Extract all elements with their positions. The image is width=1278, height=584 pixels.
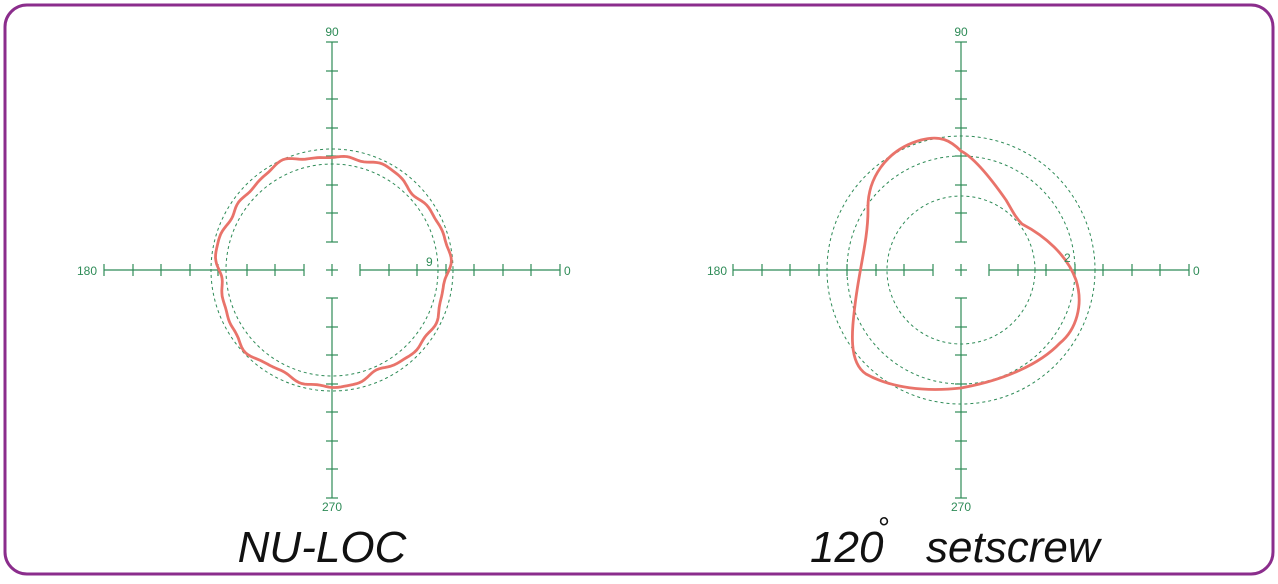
reference-ring-outer	[826, 135, 1096, 405]
label-270: 270	[951, 500, 971, 514]
caption-setscrew: setscrew	[926, 523, 1103, 572]
polar-plot-left: 90 180 0 270 9 NU-LOC	[77, 25, 571, 572]
scale-label: 9	[426, 255, 433, 269]
scale-label: 2	[1064, 251, 1071, 265]
label-90: 90	[954, 25, 968, 39]
label-180: 180	[77, 264, 97, 278]
reference-ring-outer	[210, 148, 454, 392]
caption-degree-symbol: °	[878, 512, 890, 545]
reference-ring-inner	[225, 163, 439, 377]
roundness-trace	[214, 155, 453, 389]
reference-ring-inner	[886, 195, 1036, 345]
roundness-trace	[851, 136, 1081, 391]
label-0: 0	[564, 264, 571, 278]
caption-nu-loc: NU-LOC	[238, 523, 408, 572]
caption-angle: 120	[810, 523, 884, 572]
label-0: 0	[1193, 264, 1200, 278]
ticks-horizontal-right	[732, 264, 1190, 276]
ticks-vertical-left	[326, 41, 338, 499]
polar-plot-right: 90 180 0 270 2 120 ° setscrew	[707, 25, 1200, 572]
reference-ring-middle	[846, 155, 1076, 385]
label-180: 180	[707, 264, 727, 278]
ticks-horizontal-left	[103, 264, 561, 276]
outer-frame	[3, 3, 1275, 576]
label-90: 90	[325, 25, 339, 39]
label-270: 270	[322, 500, 342, 514]
